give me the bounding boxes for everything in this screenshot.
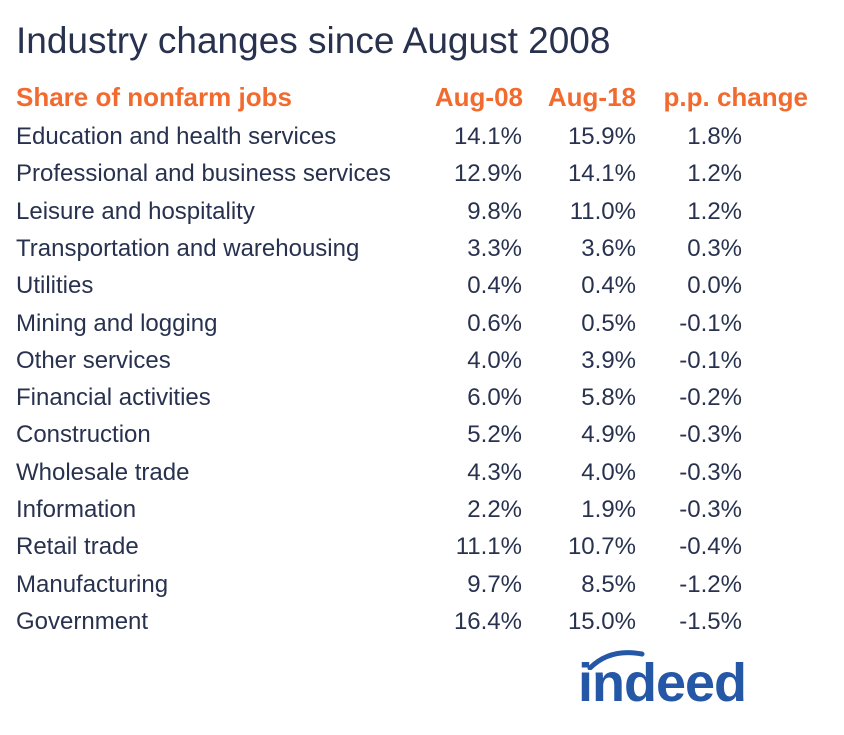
industry-label: Construction <box>16 421 151 449</box>
aug08-value: 2.2% <box>467 496 522 523</box>
logo-arc-icon <box>587 650 645 670</box>
aug08-value: 0.6% <box>467 309 522 337</box>
aug18-value: 4.9% <box>581 421 636 449</box>
table-row: Mining and logging 0.6% 0.5% -0.1% <box>0 305 844 342</box>
aug18-value: 10.7% <box>567 533 636 561</box>
table-row: Wholesale trade 4.3% 4.0% -0.3% <box>0 454 844 491</box>
aug08-value: 6.0% <box>467 384 522 412</box>
industry-table: Share of nonfarm jobs Aug-08 Aug-18 p.p.… <box>0 82 844 640</box>
aug18-value: 5.8% <box>581 384 636 412</box>
header-aug18: Aug-18 <box>547 82 636 112</box>
pp-change-value: -0.1% <box>679 309 742 337</box>
aug08-value: 0.4% <box>467 272 522 300</box>
industry-label: Wholesale trade <box>16 458 190 486</box>
table-row: Information 2.2% 1.9% -0.3% <box>0 491 844 528</box>
pp-change-value: -0.3% <box>679 496 742 523</box>
industry-label: Manufacturing <box>16 570 169 598</box>
aug18-value: 15.0% <box>567 607 636 635</box>
table-row: Financial activities 6.0% 5.8% -0.2% <box>0 379 844 416</box>
aug08-value: 14.1% <box>453 123 522 150</box>
industry-label: Education and health services <box>16 123 337 150</box>
header-aug08: Aug-08 <box>434 82 523 112</box>
industry-label: Professional and business services <box>16 160 391 188</box>
industry-label: Utilities <box>16 272 94 300</box>
header-pp-change: p.p. change <box>663 82 808 112</box>
aug18-value: 3.6% <box>581 234 636 262</box>
aug08-value: 9.8% <box>467 197 522 225</box>
logo-wordmark: indeed <box>578 653 747 713</box>
aug18-value: 11.0% <box>569 197 636 225</box>
aug08-value: 11.1% <box>455 533 522 561</box>
aug18-value: 0.5% <box>581 309 636 337</box>
aug08-value: 9.7% <box>467 570 522 598</box>
aug08-value: 3.3% <box>467 234 522 262</box>
pp-change-value: -1.2% <box>679 570 742 598</box>
table-row: Utilities 0.4% 0.4% 0.0% <box>0 267 844 304</box>
aug18-value: 1.9% <box>581 496 636 523</box>
aug18-value: 4.0% <box>581 458 636 486</box>
pp-change-value: -1.5% <box>679 607 742 635</box>
industry-label: Leisure and hospitality <box>16 197 255 225</box>
chart-title: Industry changes since August 2008 <box>16 20 611 61</box>
aug18-value: 0.4% <box>581 272 636 300</box>
aug08-value: 4.3% <box>467 458 522 486</box>
industry-label: Mining and logging <box>16 309 218 337</box>
pp-change-value: 0.3% <box>687 234 742 262</box>
table-row: Education and health services 14.1% 15.9% 1… <box>0 118 844 155</box>
aug08-value: 5.2% <box>467 421 522 449</box>
industry-label: Transportation and warehousing <box>16 234 360 262</box>
table-row: Professional and business services 12.9% 1… <box>0 155 844 192</box>
aug18-value: 3.9% <box>581 346 636 374</box>
aug18-value: 14.1% <box>567 160 636 188</box>
pp-change-value: -0.3% <box>679 421 742 449</box>
pp-change-value: 1.2% <box>687 197 742 225</box>
pp-change-value: -0.3% <box>679 458 742 486</box>
industry-label: Financial activities <box>16 384 211 412</box>
indeed-logo: indeed <box>578 648 808 718</box>
industry-label: Retail trade <box>16 533 139 561</box>
pp-change-value: 1.8% <box>687 123 742 150</box>
industry-label: Other services <box>16 346 171 374</box>
industry-label: Information <box>16 496 137 523</box>
industry-label: Government <box>16 607 149 635</box>
header-share-label: Share of nonfarm jobs <box>16 82 292 112</box>
aug08-value: 12.9% <box>453 160 522 188</box>
aug08-value: 16.4% <box>453 607 522 635</box>
pp-change-value: -0.2% <box>679 384 742 412</box>
aug18-value: 15.9% <box>567 123 636 150</box>
table-row: Construction 5.2% 4.9% -0.3% <box>0 416 844 453</box>
pp-change-value: -0.1% <box>679 346 742 374</box>
pp-change-value: 0.0% <box>687 272 742 300</box>
aug08-value: 4.0% <box>467 346 522 374</box>
table-row: Retail trade 11.1% 10.7% -0.4% <box>0 528 844 565</box>
aug18-value: 8.5% <box>581 570 636 598</box>
table-row: Manufacturing 9.7% 8.5% -1.2% <box>0 566 844 603</box>
table-row: Transportation and warehousing 3.3% 3.6% 0.… <box>0 230 844 267</box>
pp-change-value: 1.2% <box>687 160 742 188</box>
table-row: Government 16.4% 15.0% -1.5% <box>0 603 844 640</box>
table-row: Other services 4.0% 3.9% -0.1% <box>0 342 844 379</box>
pp-change-value: -0.4% <box>679 533 742 561</box>
table-row: Leisure and hospitality 9.8% 11.0% 1.2% <box>0 193 844 230</box>
